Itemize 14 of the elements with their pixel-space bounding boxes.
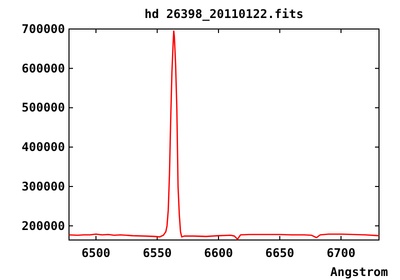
x-tick-label: 6700 — [326, 246, 356, 260]
y-tick-label: 300000 — [22, 179, 65, 194]
x-axis-title: Angstrom — [330, 265, 388, 279]
x-tick-label: 6650 — [265, 246, 294, 260]
x-tick-label: 6500 — [82, 246, 110, 260]
y-tick-label: 700000 — [22, 22, 65, 36]
x-tick-label: 6550 — [142, 246, 172, 260]
y-tick-label: 200000 — [22, 218, 65, 233]
y-tick-label: 600000 — [22, 61, 65, 76]
chart-title: hd 26398_20110122.fits — [144, 7, 304, 21]
x-tick-label: 6600 — [204, 246, 233, 260]
y-tick-label: 500000 — [22, 100, 65, 115]
y-tick-label: 400000 — [22, 140, 65, 154]
line-series — [68, 30, 380, 240]
